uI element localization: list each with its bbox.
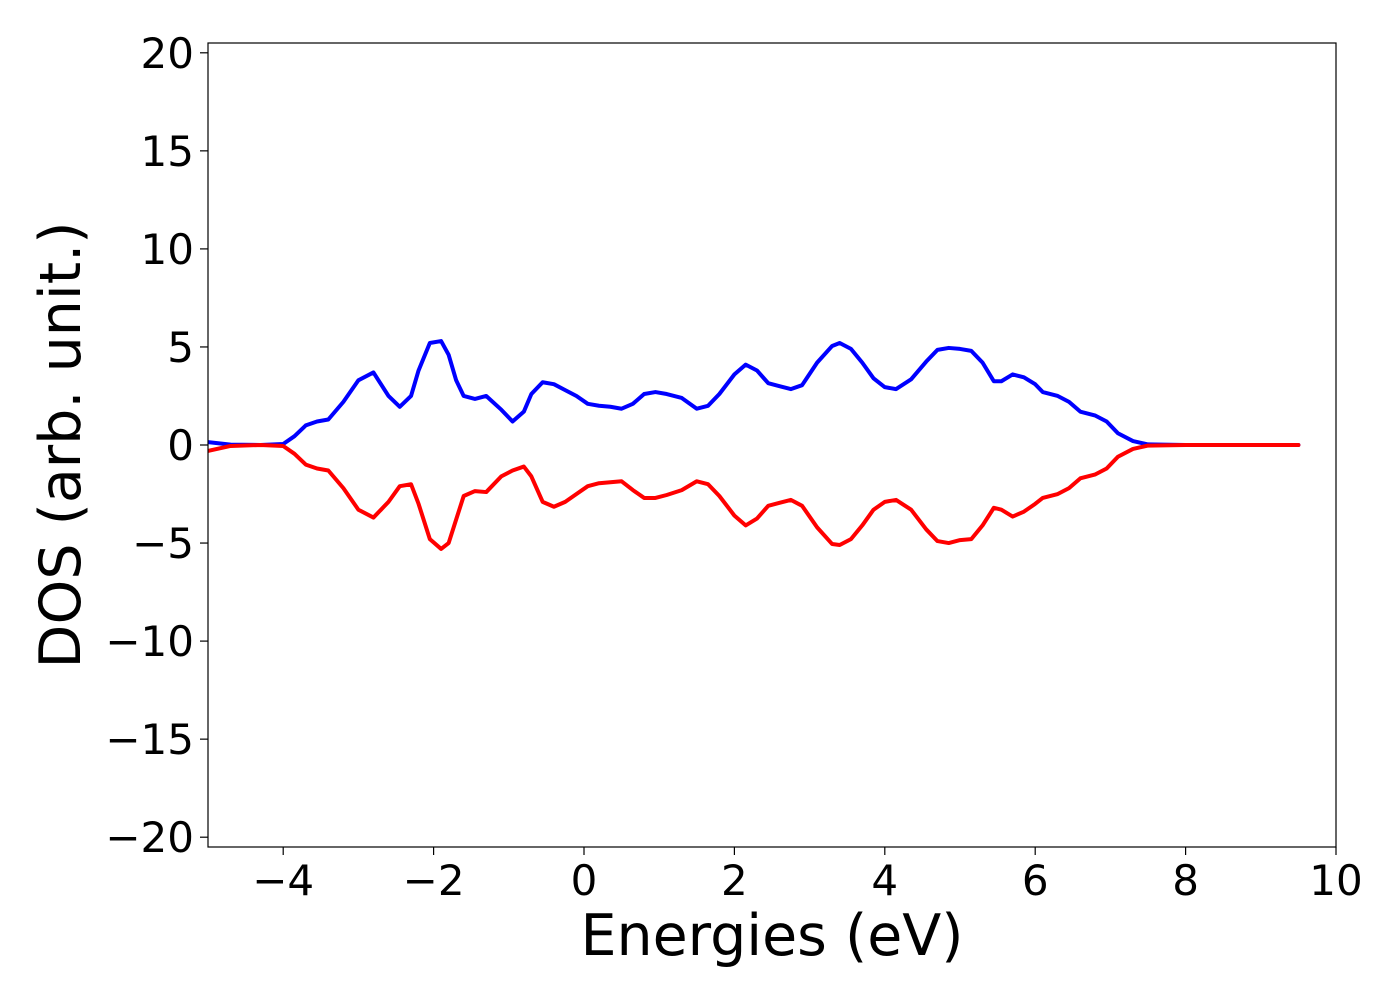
x-axis-label: Energies (eV) xyxy=(580,903,963,969)
x-tick-label: −2 xyxy=(403,856,465,905)
series-line-0 xyxy=(208,339,1301,447)
series-line-1 xyxy=(208,443,1301,551)
y-tick-label: −10 xyxy=(105,617,194,666)
x-tick-label: 0 xyxy=(571,856,598,905)
x-tick-label: 4 xyxy=(871,856,898,905)
x-tick-label: −4 xyxy=(252,856,314,905)
y-tick-label: 20 xyxy=(141,29,194,78)
y-tick-label: 15 xyxy=(141,127,194,176)
y-tick-label: 5 xyxy=(167,323,194,372)
y-tick-label: −5 xyxy=(132,519,194,568)
y-tick-label: 0 xyxy=(167,421,194,470)
x-tick-label: 6 xyxy=(1022,856,1049,905)
x-tick-label: 2 xyxy=(721,856,748,905)
y-tick-label: −15 xyxy=(105,715,194,764)
plot-area xyxy=(207,42,1337,848)
y-tick-label: 10 xyxy=(141,225,194,274)
x-axis: −4 −2 0 2 4 6 8 10 xyxy=(252,847,1363,905)
x-tick-label: 8 xyxy=(1172,856,1199,905)
x-tick-label: 10 xyxy=(1309,856,1362,905)
y-tick-label: −20 xyxy=(105,813,194,862)
y-axis: 20 15 10 5 0 −5 −10 −15 −20 xyxy=(105,29,208,862)
y-axis-label: DOS (arb. unit.) xyxy=(28,222,94,669)
